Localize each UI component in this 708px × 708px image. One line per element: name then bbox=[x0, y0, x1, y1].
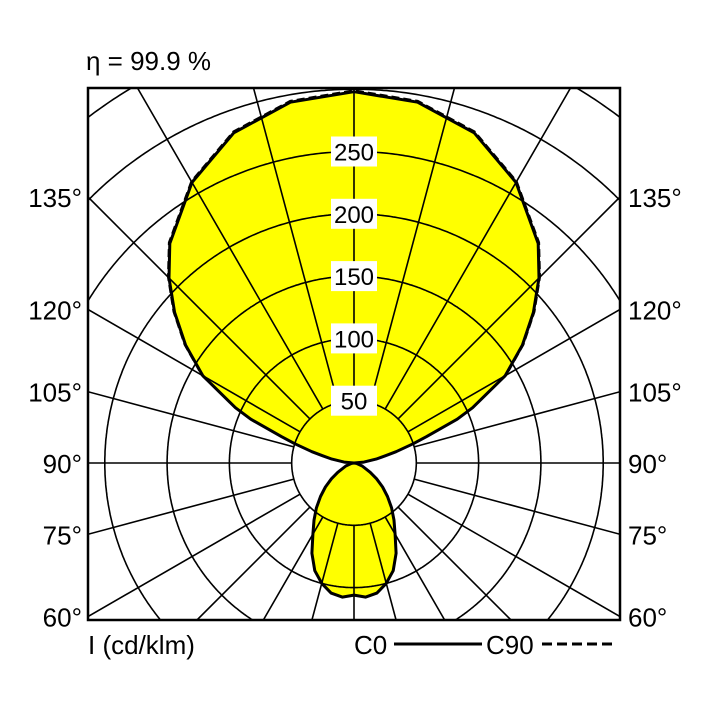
radial-label-bg bbox=[331, 261, 377, 292]
angle-label-left: 105° bbox=[28, 378, 82, 408]
grid-spoke-195 bbox=[252, 88, 339, 404]
grid-spoke-165 bbox=[369, 88, 456, 404]
grid-ring-150 bbox=[166, 275, 542, 620]
grid-spoke-120 bbox=[407, 308, 620, 433]
legend-label-c90: C90 bbox=[486, 630, 534, 660]
grid-spoke-285 bbox=[88, 478, 295, 536]
grid-spoke-75 bbox=[413, 478, 620, 536]
radial-tick-label: 100 bbox=[334, 326, 374, 353]
legend-label-c0: C0 bbox=[354, 630, 387, 660]
radial-label-bg bbox=[331, 323, 377, 354]
legend: C0 C90 bbox=[354, 630, 616, 660]
radial-label-bg bbox=[331, 136, 377, 167]
grid-ring-350 bbox=[88, 88, 620, 119]
angle-label-right: 105° bbox=[628, 378, 682, 408]
angle-labels: 60° 60° 75° 75° 90° 90° 105° 105° 120° 120° 135° 13… bbox=[28, 183, 682, 633]
grid-spoke-300 bbox=[88, 493, 301, 618]
angle-label-left: 75° bbox=[43, 520, 82, 550]
radial-tick-label: 150 bbox=[334, 264, 374, 291]
grid-spoke-150 bbox=[384, 88, 572, 410]
grid-spoke-60 bbox=[407, 493, 620, 618]
angle-label-left: 90° bbox=[43, 449, 82, 479]
radial-axis-label: I (cd/klm) bbox=[88, 630, 195, 660]
radial-tick-label: 250 bbox=[334, 140, 374, 167]
chart-title: η = 99.9 % bbox=[86, 46, 211, 76]
angle-label-left: 135° bbox=[28, 183, 82, 213]
grid-ring-200 bbox=[104, 213, 604, 620]
grid-spoke-315 bbox=[196, 506, 311, 620]
grid-spoke-345 bbox=[311, 522, 339, 620]
curve-c90 bbox=[167, 89, 541, 599]
grid-spoke-240 bbox=[88, 308, 301, 433]
grid-spoke-45 bbox=[397, 506, 512, 620]
grid-spoke-225 bbox=[88, 196, 311, 420]
radial-tick-label: 50 bbox=[341, 389, 368, 416]
angle-label-right: 135° bbox=[628, 183, 682, 213]
grid-spoke-135 bbox=[397, 196, 620, 420]
angle-label-right: 120° bbox=[628, 295, 682, 325]
grid-spoke-105 bbox=[413, 390, 620, 448]
angle-label-left: 120° bbox=[28, 295, 82, 325]
grid-spoke-255 bbox=[88, 390, 295, 448]
radial-label-bg bbox=[331, 385, 377, 416]
plot-area: 50 100 150 200 250 bbox=[88, 88, 620, 620]
angle-label-right: 90° bbox=[628, 449, 667, 479]
grid-spoke-15 bbox=[369, 522, 397, 620]
plot-frame bbox=[86, 86, 622, 622]
radial-label-bg bbox=[331, 198, 377, 229]
grid-spoke-210 bbox=[136, 88, 324, 410]
angle-label-left: 60° bbox=[43, 603, 82, 633]
angle-label-right: 60° bbox=[628, 603, 667, 633]
radial-tick-label: 200 bbox=[334, 202, 374, 229]
angle-label-right: 75° bbox=[628, 520, 667, 550]
